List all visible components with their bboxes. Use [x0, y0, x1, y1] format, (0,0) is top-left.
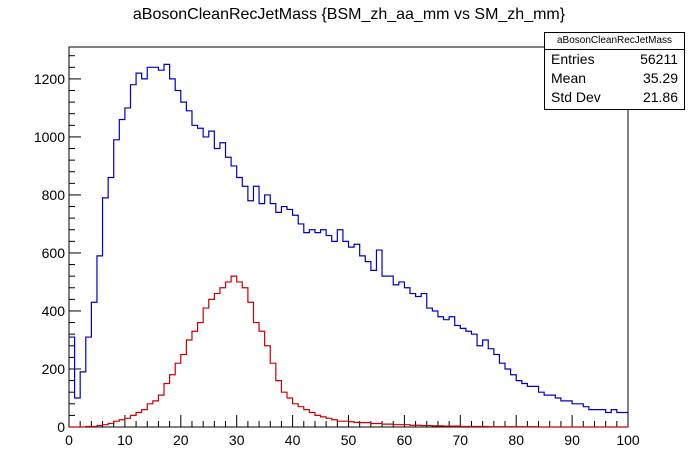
stats-box: aBosonCleanRecJetMass Entries 56211 Mean…	[544, 32, 685, 110]
stats-row-std: Std Dev 21.86	[545, 88, 684, 107]
histogram-series-2	[69, 275, 628, 428]
stats-row-entries: Entries 56211	[545, 50, 684, 69]
y-tick-label: 600	[42, 245, 66, 261]
x-tick-label: 100	[616, 432, 640, 448]
x-tick-label: 90	[564, 432, 580, 448]
x-tick-label: 50	[341, 432, 357, 448]
chart-title: aBosonCleanRecJetMass {BSM_zh_aa_mm vs S…	[132, 6, 566, 23]
entries-value: 56211	[640, 51, 678, 67]
x-tick-label: 80	[508, 432, 524, 448]
mean-label: Mean	[551, 70, 587, 86]
y-tick-label: 200	[42, 361, 66, 377]
x-tick-label: 30	[229, 432, 245, 448]
y-tick-label: 800	[42, 187, 66, 203]
stats-box-title: aBosonCleanRecJetMass	[545, 33, 684, 50]
x-tick-label: 40	[285, 432, 301, 448]
std-label: Std Dev	[551, 89, 601, 105]
x-tick-label: 60	[397, 432, 413, 448]
stats-row-mean: Mean 35.29	[545, 69, 684, 88]
y-tick-label: 0	[57, 419, 65, 435]
y-tick-label: 1000	[34, 129, 65, 145]
x-tick-label: 20	[173, 432, 189, 448]
histogram-series-1	[69, 63, 628, 414]
entries-label: Entries	[551, 51, 595, 67]
x-tick-label: 0	[65, 432, 73, 448]
y-tick-label: 1200	[34, 71, 65, 87]
x-tick-label: 70	[453, 432, 469, 448]
y-tick-label: 400	[42, 303, 66, 319]
x-tick-label: 10	[117, 432, 133, 448]
mean-value: 35.29	[642, 70, 678, 86]
std-value: 21.86	[642, 89, 678, 105]
